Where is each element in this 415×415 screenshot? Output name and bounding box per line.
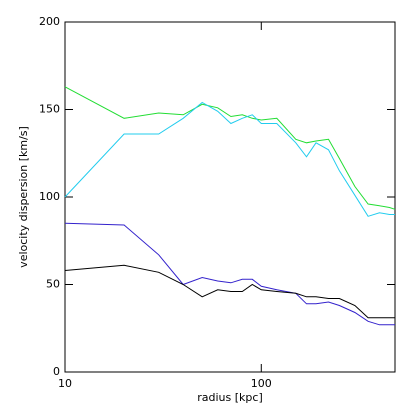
y-axis-label: velocity dispersion [km/s] [17,126,30,268]
y-tick-label: 0 [53,365,60,378]
series-line [64,264,395,319]
y-tick-label: 150 [39,103,60,116]
plot-frame [64,21,396,373]
y-tick-label: 200 [39,15,60,28]
x-tick-label: 100 [251,377,272,390]
series-line [64,86,396,210]
y-tick-label: 100 [39,190,60,203]
series-line [64,101,395,217]
y-tick-label: 50 [46,278,60,291]
series-line [64,222,395,326]
x-tick-label: 10 [58,377,72,390]
x-axis-label: radius [kpc] [197,391,262,404]
